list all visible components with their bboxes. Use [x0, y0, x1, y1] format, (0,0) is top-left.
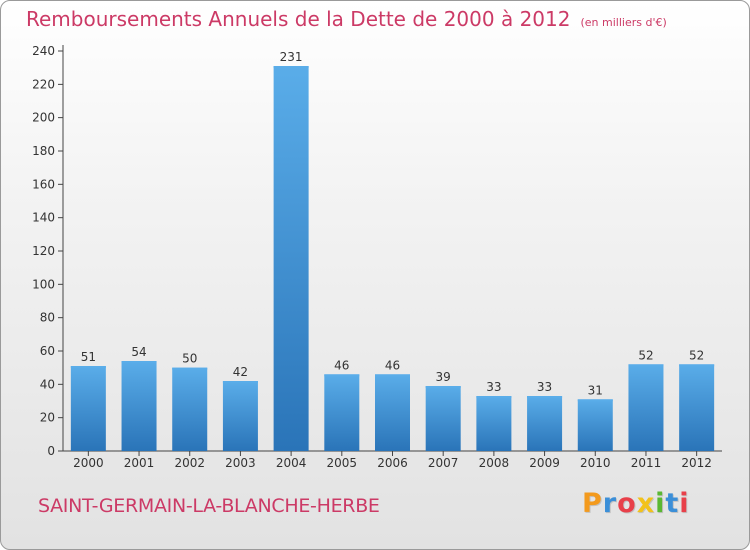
- value-label: 42: [233, 365, 248, 379]
- value-label: 39: [436, 370, 451, 384]
- value-label: 33: [486, 380, 501, 394]
- bar-top-2007: [425, 386, 461, 388]
- bar-2003: [222, 381, 258, 451]
- value-label: 31: [588, 383, 603, 397]
- logo-letter: P: [582, 488, 603, 519]
- y-tick-label: 240: [32, 44, 55, 58]
- bar-2004: [273, 66, 309, 451]
- x-tick-label: 2004: [276, 456, 307, 470]
- bar-2010: [577, 399, 613, 451]
- logo-letter: i: [679, 488, 690, 519]
- value-label: 46: [385, 358, 400, 372]
- x-tick-label: 2012: [681, 456, 712, 470]
- data-labels: 51 54 50 42 231 46 46 39 33 33 31 52 52: [81, 50, 705, 397]
- x-tick-label: 2006: [377, 456, 408, 470]
- y-tick-label: 20: [40, 411, 55, 425]
- x-tick-label: 2009: [529, 456, 560, 470]
- logo-letter: o: [617, 488, 637, 519]
- y-tick-label: 60: [40, 344, 55, 358]
- value-label: 51: [81, 350, 96, 364]
- y-tick-label: 140: [32, 211, 55, 225]
- bar-2002: [172, 367, 208, 451]
- x-tick-label: 2005: [327, 456, 358, 470]
- bar-2007: [425, 386, 461, 451]
- logo-letter: r: [602, 488, 618, 519]
- y-tick-label: 220: [32, 77, 55, 91]
- y-tick-label: 40: [40, 377, 55, 391]
- x-tick-label: 2002: [174, 456, 205, 470]
- y-tick-label: 180: [32, 144, 55, 158]
- bar-2012: [679, 364, 715, 451]
- bar-top-2001: [121, 361, 157, 363]
- x-tick-label: 2011: [631, 456, 662, 470]
- x-tick-label: 2010: [580, 456, 611, 470]
- bar-top-2009: [527, 396, 563, 398]
- value-label: 50: [182, 352, 197, 366]
- value-label: 231: [280, 50, 303, 64]
- value-label: 54: [131, 345, 146, 359]
- value-label: 52: [689, 348, 704, 362]
- bar-top-2011: [628, 364, 664, 367]
- bar-2005: [324, 374, 360, 451]
- axes: 0 20 40 60 80 100 120 140 160 180 200 220 240 2000 200…: [32, 44, 722, 470]
- y-tick-label: 200: [32, 111, 55, 125]
- bar-2009: [527, 396, 563, 451]
- bar-top-2004: [273, 66, 309, 68]
- bar-top-2002: [172, 367, 208, 370]
- y-tick-label: 80: [40, 311, 55, 325]
- y-tick-label: 0: [47, 444, 55, 458]
- chart-title-text: Remboursements Annuels de la Dette de 20…: [26, 7, 571, 31]
- value-label: 46: [334, 358, 349, 372]
- value-label: 52: [638, 348, 653, 362]
- x-tick-label: 2003: [225, 456, 256, 470]
- x-tick-label: 2008: [479, 456, 510, 470]
- chart-title: Remboursements Annuels de la Dette de 20…: [26, 7, 667, 31]
- bar-top-2012: [679, 364, 715, 367]
- bar-top-2003: [222, 381, 258, 383]
- bar-top-2008: [476, 396, 512, 398]
- y-tick-label: 160: [32, 177, 55, 191]
- proxiti-logo: Proxiti: [582, 488, 690, 519]
- commune-name: SAINT-GERMAIN-LA-BLANCHE-HERBE: [38, 495, 380, 517]
- logo-letter: i: [655, 488, 666, 519]
- value-label: 33: [537, 380, 552, 394]
- bar-top-2006: [375, 374, 410, 377]
- y-tick-label: 120: [32, 244, 55, 258]
- x-tick-label: 2007: [428, 456, 459, 470]
- bar-top-2010: [577, 399, 613, 402]
- bars: [70, 66, 715, 451]
- y-tick-label: 100: [32, 277, 55, 291]
- bar-2006: [375, 374, 410, 451]
- bar-2011: [628, 364, 664, 451]
- bar-2000: [70, 366, 106, 451]
- x-tick-label: 2000: [73, 456, 104, 470]
- logo-letter: t: [665, 488, 680, 519]
- chart-unit: (en milliers d'€): [580, 16, 667, 29]
- bar-top-2005: [324, 374, 360, 377]
- x-tick-label: 2001: [124, 456, 155, 470]
- logo-letter: x: [636, 488, 656, 519]
- bar-2008: [476, 396, 512, 451]
- bar-2001: [121, 361, 157, 451]
- bar-top-2000: [70, 366, 106, 368]
